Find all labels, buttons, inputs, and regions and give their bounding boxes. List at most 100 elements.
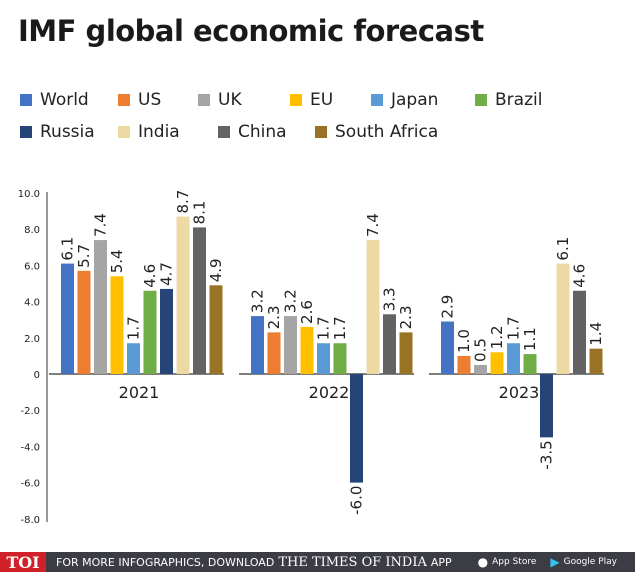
data-label: 6.1 [59,237,77,261]
legend-item-south-africa: South Africa [315,122,438,142]
data-label: -3.5 [538,440,556,469]
bar-us-2022 [267,332,281,374]
data-label: 3.2 [249,289,267,313]
app-store-button[interactable]: ● App Store [477,555,537,569]
legend-swatch [118,94,130,106]
bar-russia-2023 [540,374,553,438]
footer-text: FOR MORE INFOGRAPHICS, DOWNLOAD [56,555,275,569]
bar-world-2023 [441,321,454,374]
apple-icon: ● [477,555,489,569]
legend-swatch [118,126,130,138]
bar-china-2023 [573,290,586,374]
bar-uk-2022 [284,316,297,374]
legend-item-eu: EU [290,90,333,110]
bar-uk-2023 [474,364,487,374]
data-label: 1.7 [315,316,333,340]
legend-item-india: India [118,122,180,142]
legend-swatch [198,94,210,106]
legend-swatch [290,94,302,106]
bar-south-africa-2023 [589,348,603,374]
data-label: 1.2 [488,325,506,349]
y-tick-label: 6.0 [24,261,40,272]
data-label: 4.9 [207,258,225,282]
bar-china-2021 [193,227,206,374]
footer-app: APP [430,555,452,569]
y-tick-label: 8.0 [24,225,40,236]
legend-swatch [20,94,32,106]
bar-brazil-2023 [523,354,537,374]
data-label: 8.1 [191,201,209,225]
bar-india-2023 [556,263,570,374]
bar-us-2023 [457,355,471,374]
bar-uk-2021 [94,240,107,374]
x-tick-label: 2023 [499,383,540,402]
legend-swatch [218,126,230,138]
data-label: 1.0 [455,329,473,353]
data-label: 6.1 [554,237,572,261]
legend-label: UK [218,90,242,110]
y-tick-label: -8.0 [20,515,40,526]
legend-item-world: World [20,90,89,110]
bar-world-2022 [251,316,264,374]
y-tick-label: -2.0 [20,406,40,417]
legend-label: India [138,122,180,142]
legend-label: South Africa [335,122,439,142]
y-tick-label: 0 [34,370,40,381]
data-label: 7.4 [364,213,382,237]
legend-item-brazil: Brazil [475,90,542,110]
legend-item-russia: Russia [20,122,95,142]
data-label: 4.6 [571,264,589,288]
footer-banner: TOI FOR MORE INFOGRAPHICS, DOWNLOAD THE … [0,552,635,572]
data-label: 1.7 [331,316,349,340]
bar-japan-2021 [127,343,140,374]
bar-world-2021 [61,263,74,374]
legend-item-uk: UK [198,90,242,110]
data-label: 1.7 [125,316,143,340]
data-label: 1.4 [587,322,605,346]
bar-eu-2021 [110,276,124,374]
y-tick-label: 2.0 [24,334,40,345]
data-label: 0.5 [472,338,490,362]
data-label: 1.1 [521,327,539,351]
data-label: 3.2 [282,289,300,313]
legend-label: Russia [40,122,95,142]
legend-label: EU [310,90,334,110]
bar-brazil-2021 [143,290,157,374]
data-label: 4.6 [141,264,159,288]
legend-label: US [138,90,162,110]
bar-russia-2022 [350,374,363,483]
bar-eu-2023 [490,352,504,374]
bar-india-2022 [366,240,380,374]
legend-swatch [315,126,327,138]
legend-label: Brazil [495,90,543,110]
data-label: 4.7 [158,262,176,286]
data-label: 2.3 [397,306,415,330]
bar-russia-2021 [160,288,173,374]
data-label: 8.7 [174,190,192,214]
data-label: -6.0 [348,486,366,515]
toi-logo: TOI [0,552,46,572]
y-tick-label: 10.0 [18,189,40,200]
legend-swatch [20,126,32,138]
bar-south-africa-2022 [399,332,413,374]
legend-swatch [475,94,487,106]
y-tick-label: 4.0 [24,298,40,309]
bar-india-2021 [176,216,190,374]
data-label: 3.3 [381,287,399,311]
play-icon: ▶ [550,555,560,569]
legend-label: World [40,90,89,110]
legend-item-us: US [118,90,161,110]
data-label: 2.6 [298,300,316,324]
bar-japan-2022 [317,343,330,374]
legend-item-china: China [218,122,287,142]
data-label: 7.4 [92,213,110,237]
y-tick-label: -6.0 [20,479,40,490]
bar-south-africa-2021 [209,285,223,374]
y-tick-label: -4.0 [20,442,40,453]
data-label: 2.3 [265,306,283,330]
legend-item-japan: Japan [371,90,438,110]
footer-brand: THE TIMES OF INDIA [278,554,427,570]
google-play-button[interactable]: ▶ Google Play [550,555,617,569]
data-label: 5.4 [108,249,126,273]
